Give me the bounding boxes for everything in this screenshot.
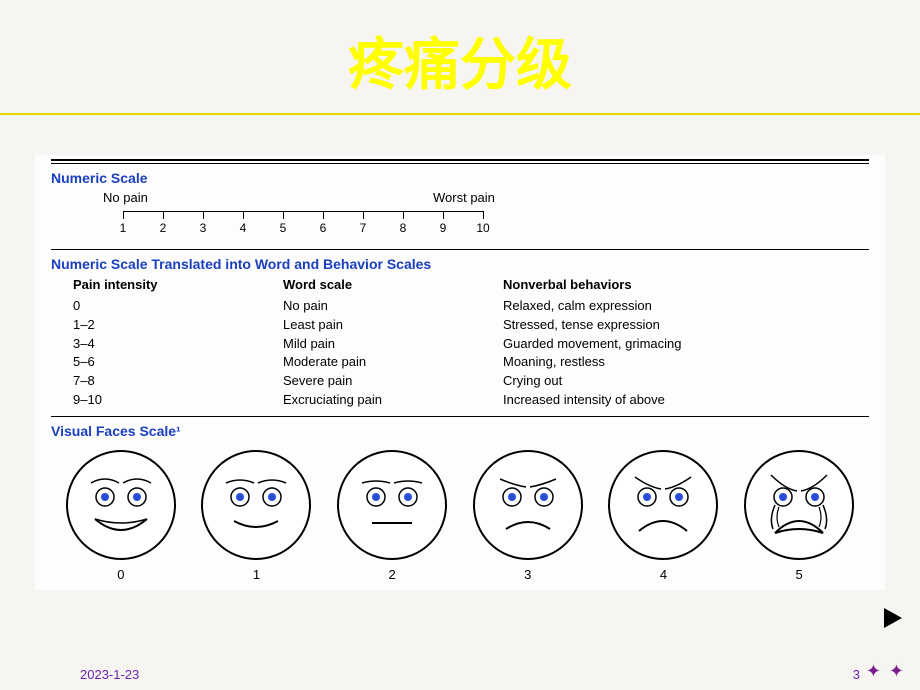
numeric-tick-label: 8 [400,221,407,235]
numeric-tick-label: 10 [476,221,489,235]
numeric-tick [123,211,124,219]
translated-heading: Numeric Scale Translated into Word and B… [51,256,877,272]
table-cell: Stressed, tense expression [503,316,857,335]
visual-faces-heading: Visual Faces Scale¹ [51,423,877,439]
table-cell: Least pain [283,316,503,335]
table-cell: 9–10 [73,391,283,410]
star-icon: ✦ [866,661,881,682]
table-cell: Severe pain [283,372,503,391]
page-title: 疼痛分级 [0,0,920,113]
col-intensity-cells: 01–23–45–67–89–10 [73,297,283,410]
footer: 2023-1-23 3 [80,667,860,682]
footer-page: 3 [853,667,860,682]
numeric-scale-axis: 12345678910 [123,211,483,243]
numeric-tick [203,211,204,219]
face-cell: 2 [334,447,450,582]
table-cell: Crying out [503,372,857,391]
face-cell: 1 [198,447,314,582]
table-cell: Moaning, restless [503,353,857,372]
table-cell: Mild pain [283,335,503,354]
numeric-tick-label: 3 [200,221,207,235]
divider-2 [51,416,869,417]
table-cell: Excruciating pain [283,391,503,410]
col-word-cells: No painLeast painMild painModerate painS… [283,297,503,410]
no-pain-label: No pain [103,190,433,205]
face-label: 3 [470,567,586,582]
face-cell: 5 [741,447,857,582]
numeric-tick-label: 5 [280,221,287,235]
table-cell: Relaxed, calm expression [503,297,857,316]
table-cell: Moderate pain [283,353,503,372]
numeric-tick [323,211,324,219]
numeric-tick-label: 9 [440,221,447,235]
decoration-stars: ✦ ✦ [866,661,904,682]
top-rule-1 [51,159,869,161]
top-rule-2 [51,163,869,164]
face-cell: 4 [605,447,721,582]
table-cell: No pain [283,297,503,316]
numeric-tick-label: 7 [360,221,367,235]
numeric-tick-label: 4 [240,221,247,235]
word-behavior-table: Pain intensity 01–23–45–67–89–10 Word sc… [73,276,857,410]
col-word-scale: Word scale No painLeast painMild painMod… [283,276,503,410]
numeric-tick-label: 6 [320,221,327,235]
divider-1 [51,249,869,250]
col-h-nonverbal: Nonverbal behaviors [503,276,857,295]
numeric-tick [483,211,484,219]
numeric-tick [363,211,364,219]
face-label: 5 [741,567,857,582]
table-cell: Increased intensity of above [503,391,857,410]
numeric-tick-label: 1 [120,221,127,235]
content-panel: Numeric Scale No pain Worst pain 1 2 3 4 5 6 7… [35,155,885,590]
faces-row: 0 1 2 3 4 5 [53,447,867,582]
col-h-intensity: Pain intensity [73,276,283,295]
numeric-tick [163,211,164,219]
col-nonverbal: Nonverbal behaviors Relaxed, calm expres… [503,276,857,410]
face-label: 4 [605,567,721,582]
star-icon: ✦ [889,661,904,682]
col-nonverbal-cells: Relaxed, calm expressionStressed, tense … [503,297,857,410]
numeric-scale-end-labels: No pain Worst pain [103,190,877,205]
title-underline [0,113,920,115]
numeric-tick [283,211,284,219]
face-label: 0 [63,567,179,582]
numeric-tick [243,211,244,219]
nav-arrow-icon[interactable] [884,608,902,628]
numeric-tick [403,211,404,219]
col-pain-intensity: Pain intensity 01–23–45–67–89–10 [73,276,283,410]
numeric-tick [443,211,444,219]
table-cell: Guarded movement, grimacing [503,335,857,354]
col-h-word: Word scale [283,276,503,295]
table-cell: 1–2 [73,316,283,335]
table-cell: 0 [73,297,283,316]
face-cell: 0 [63,447,179,582]
numeric-tick-label: 2 [160,221,167,235]
face-cell: 3 [470,447,586,582]
table-cell: 3–4 [73,335,283,354]
table-cell: 7–8 [73,372,283,391]
footer-date: 2023-1-23 [80,667,139,682]
numeric-scale-line [123,211,483,212]
table-cell: 5–6 [73,353,283,372]
worst-pain-label: Worst pain [433,190,495,205]
numeric-scale-heading: Numeric Scale [51,170,877,186]
face-label: 2 [334,567,450,582]
face-label: 1 [198,567,314,582]
